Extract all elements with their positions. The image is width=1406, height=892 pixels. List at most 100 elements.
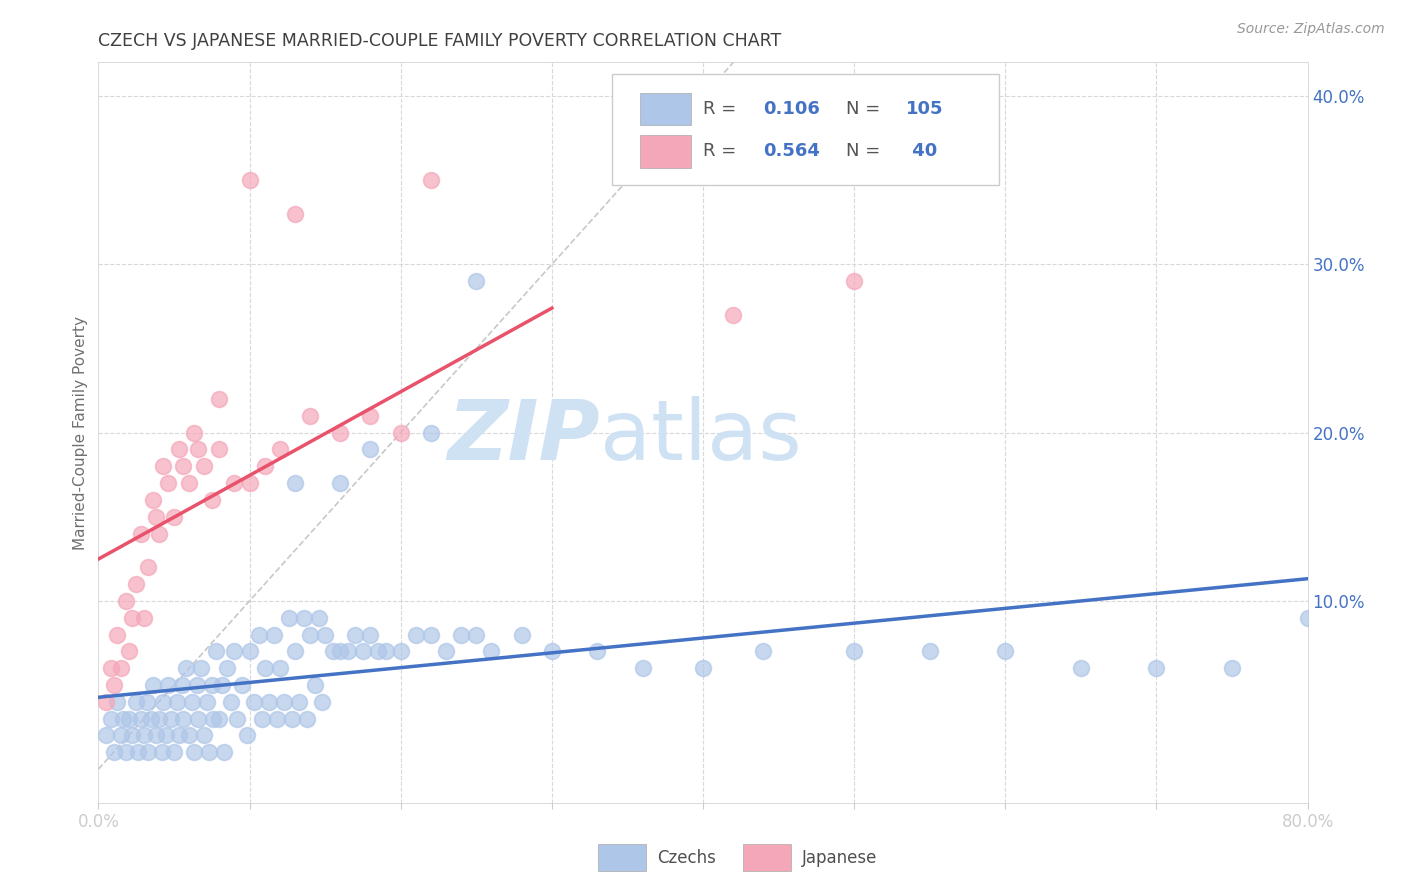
Point: [314, 627, 336, 641]
Point: [127, 745, 149, 759]
Point: [183, 745, 205, 759]
Text: N =: N =: [845, 100, 886, 118]
Point: [311, 695, 333, 709]
Point: [420, 425, 443, 440]
Point: [163, 509, 186, 524]
Point: [121, 729, 143, 743]
Point: [450, 627, 472, 641]
Point: [100, 712, 122, 726]
Point: [352, 644, 374, 658]
Point: [136, 560, 159, 574]
Point: [266, 712, 288, 726]
Point: [167, 729, 190, 743]
Point: [308, 610, 330, 624]
Point: [170, 678, 193, 692]
Text: Source: ZipAtlas.com: Source: ZipAtlas.com: [1237, 22, 1385, 37]
Point: [994, 644, 1017, 658]
Point: [465, 274, 488, 288]
Point: [142, 678, 165, 692]
Text: 105: 105: [905, 100, 943, 118]
Point: [631, 661, 654, 675]
Point: [148, 526, 170, 541]
Point: [329, 476, 352, 491]
Point: [114, 745, 136, 759]
Text: Japanese: Japanese: [803, 848, 877, 867]
Text: atlas: atlas: [600, 396, 801, 477]
Point: [103, 745, 125, 759]
Point: [125, 577, 148, 591]
Point: [129, 712, 152, 726]
Point: [148, 712, 170, 726]
Point: [273, 695, 295, 709]
Point: [692, 661, 714, 675]
Point: [94, 729, 117, 743]
Point: [212, 745, 235, 759]
Point: [224, 476, 246, 491]
Point: [163, 745, 186, 759]
Point: [111, 712, 134, 726]
Point: [918, 644, 941, 658]
Point: [118, 712, 141, 726]
Point: [360, 409, 382, 423]
Point: [156, 476, 179, 491]
Point: [1296, 610, 1319, 624]
Point: [723, 308, 745, 322]
Point: [136, 745, 159, 759]
Point: [329, 425, 352, 440]
Point: [141, 712, 163, 726]
Point: [231, 678, 253, 692]
Point: [1220, 661, 1243, 675]
Point: [215, 661, 238, 675]
Point: [465, 627, 488, 641]
Point: [100, 661, 122, 675]
Point: [284, 207, 307, 221]
Point: [269, 661, 291, 675]
Text: R =: R =: [703, 100, 742, 118]
Text: 40: 40: [905, 143, 938, 161]
Point: [152, 695, 174, 709]
Point: [235, 729, 257, 743]
Point: [253, 459, 276, 474]
Point: [844, 644, 866, 658]
FancyBboxPatch shape: [640, 135, 690, 168]
Y-axis label: Married-Couple Family Poverty: Married-Couple Family Poverty: [73, 316, 89, 549]
Point: [135, 695, 157, 709]
FancyBboxPatch shape: [613, 73, 1000, 185]
FancyBboxPatch shape: [598, 844, 647, 871]
Point: [160, 712, 183, 726]
Point: [226, 712, 249, 726]
Point: [156, 678, 179, 692]
Point: [299, 627, 322, 641]
Point: [211, 678, 233, 692]
Point: [481, 644, 503, 658]
Point: [389, 644, 412, 658]
Point: [193, 459, 215, 474]
Point: [239, 173, 262, 187]
Point: [844, 274, 866, 288]
Point: [389, 425, 412, 440]
Text: R =: R =: [703, 143, 742, 161]
Point: [172, 459, 194, 474]
Point: [186, 678, 208, 692]
Point: [367, 644, 389, 658]
Point: [110, 729, 132, 743]
Text: CZECH VS JAPANESE MARRIED-COUPLE FAMILY POVERTY CORRELATION CHART: CZECH VS JAPANESE MARRIED-COUPLE FAMILY …: [98, 32, 782, 50]
Point: [420, 627, 443, 641]
Point: [121, 610, 143, 624]
Point: [360, 442, 382, 457]
Point: [263, 627, 285, 641]
Point: [304, 678, 326, 692]
Point: [336, 644, 359, 658]
Point: [434, 644, 457, 658]
Point: [195, 695, 218, 709]
Point: [193, 729, 215, 743]
Point: [118, 644, 141, 658]
Point: [752, 644, 775, 658]
Point: [208, 392, 231, 406]
Point: [197, 745, 219, 759]
Point: [405, 627, 427, 641]
FancyBboxPatch shape: [640, 93, 690, 126]
Point: [540, 644, 562, 658]
Point: [420, 173, 443, 187]
Point: [253, 661, 276, 675]
